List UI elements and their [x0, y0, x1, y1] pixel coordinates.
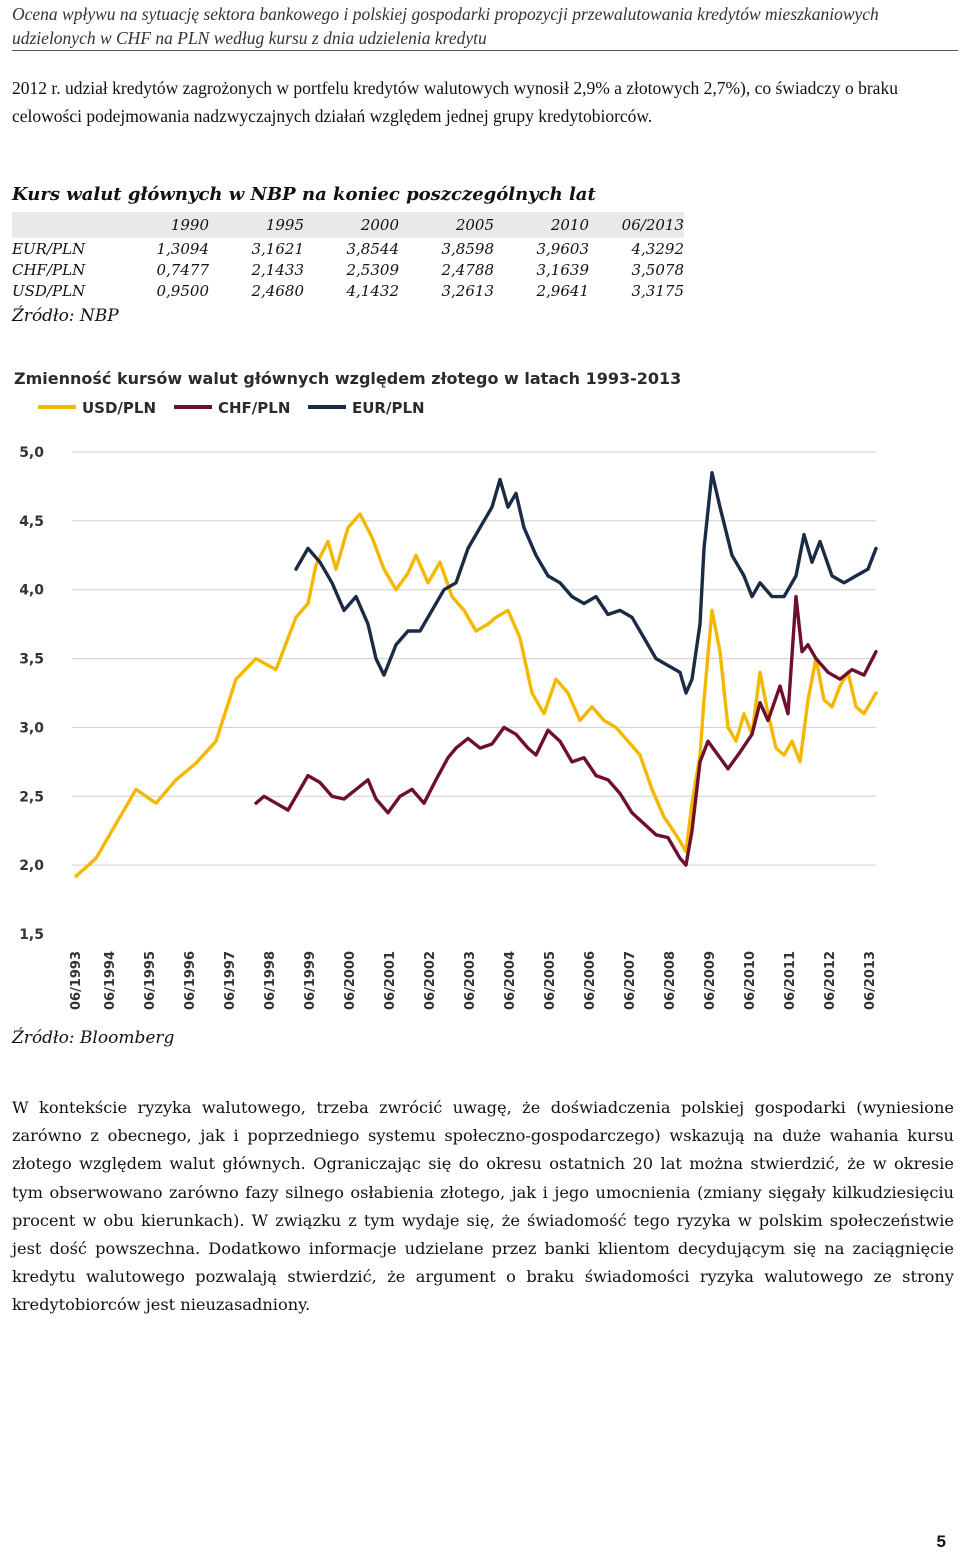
rates-cell: 3,8598	[441, 239, 495, 258]
table-row: CHF/PLN 0,7477 2,1433 2,5309 2,4788 3,16…	[12, 259, 684, 280]
rates-col-header: 1995	[209, 212, 304, 238]
rates-cell: 2,9641	[536, 281, 590, 300]
rates-cell: 2,1433	[251, 260, 305, 279]
x-tick-label: 06/2013	[863, 951, 878, 1010]
rates-col-header: 2005	[399, 212, 494, 238]
rates-table: 1990 1995 2000 2005 2010 06/2013 EUR/PLN…	[12, 212, 684, 301]
x-tick-label: 06/2008	[663, 951, 678, 1010]
x-tick-label: 06/2009	[703, 951, 718, 1010]
series-line-chf-pln	[254, 594, 878, 867]
rates-cell: 3,1621	[251, 239, 305, 258]
x-tick-label: 06/1994	[103, 951, 118, 1010]
x-tick-label: 06/2000	[343, 951, 358, 1010]
rates-cell: 4,1432	[346, 281, 400, 300]
y-tick-label: 5,0	[19, 445, 44, 461]
rates-cell: 2,4788	[441, 260, 495, 279]
y-tick-label: 1,5	[19, 927, 44, 943]
rates-cell: 1,3094	[156, 239, 210, 258]
x-tick-label: 06/2004	[503, 951, 518, 1010]
rates-cell: 3,9603	[536, 239, 590, 258]
body-paragraph: W kontekście ryzyka walutowego, trzeba z…	[12, 1098, 954, 1315]
rates-cell: 3,5078	[631, 260, 685, 279]
x-tick-label: 06/2005	[543, 951, 558, 1010]
rates-row-label: CHF/PLN	[12, 260, 86, 279]
table-row: EUR/PLN 1,3094 3,1621 3,8544 3,8598 3,96…	[12, 238, 684, 259]
rates-cell: 2,5309	[346, 260, 400, 279]
chart-title: Zmienność kursów walut głównych względem…	[14, 369, 681, 388]
running-header: Ocena wpływu na sytuację sektora bankowe…	[12, 4, 879, 48]
fx-chart-svg: Zmienność kursów walut głównych względem…	[14, 369, 878, 1010]
y-tick-label: 2,5	[19, 789, 44, 805]
chart-source: Źródło: Bloomberg	[12, 1028, 175, 1048]
y-tick-label: 3,0	[19, 720, 44, 736]
x-tick-label: 06/2003	[463, 951, 478, 1010]
y-tick-label: 4,0	[19, 583, 44, 599]
x-tick-label: 06/2010	[743, 951, 758, 1010]
x-tick-label: 06/1996	[183, 951, 198, 1010]
x-tick-label: 06/2001	[383, 951, 398, 1010]
fx-chart: Zmienność kursów walut głównych względem…	[10, 362, 890, 1017]
intro-paragraph: 2012 r. udział kredytów zagrożonych w po…	[12, 78, 898, 126]
series-line-usd-pln	[74, 512, 878, 878]
legend-label: USD/PLN	[82, 399, 156, 417]
rates-row-label: EUR/PLN	[12, 239, 86, 258]
x-tick-label: 06/2012	[823, 951, 838, 1010]
y-tick-label: 4,5	[19, 514, 44, 530]
rates-col-header: 2000	[304, 212, 399, 238]
rates-cell: 3,1639	[536, 260, 590, 279]
x-tick-label: 06/1998	[263, 951, 278, 1010]
y-tick-label: 2,0	[19, 858, 44, 874]
x-tick-label: 06/1995	[143, 951, 158, 1010]
rates-cell: 0,9500	[156, 281, 210, 300]
legend-label: EUR/PLN	[352, 399, 425, 417]
x-tick-label: 06/1999	[303, 951, 318, 1010]
rates-table-header-row: 1990 1995 2000 2005 2010 06/2013	[12, 212, 684, 238]
x-tick-label: 06/2002	[423, 951, 438, 1010]
header-divider	[12, 50, 958, 51]
rates-col-header: 06/2013	[589, 212, 684, 238]
page-number: 5	[936, 1532, 946, 1551]
x-tick-label: 06/1993	[69, 951, 84, 1010]
rates-cell: 3,2613	[441, 281, 495, 300]
table-source: Źródło: NBP	[12, 306, 119, 326]
rates-col-header: 1990	[114, 212, 209, 238]
rates-cell: 0,7477	[156, 260, 210, 279]
x-tick-label: 06/1997	[223, 951, 238, 1010]
rates-table-title: Kurs walut głównych w NBP na koniec posz…	[12, 184, 596, 205]
series-line-eur-pln	[294, 471, 878, 695]
rates-cell: 3,8544	[346, 239, 400, 258]
rates-cell: 2,4680	[251, 281, 305, 300]
y-tick-label: 3,5	[19, 652, 44, 668]
legend-label: CHF/PLN	[218, 399, 290, 417]
x-tick-label: 06/2011	[783, 951, 798, 1010]
rates-row-label: USD/PLN	[12, 281, 86, 300]
rates-table-corner	[12, 212, 114, 238]
rates-cell: 3,3175	[631, 281, 685, 300]
x-tick-label: 06/2006	[583, 951, 598, 1010]
x-tick-label: 06/2007	[623, 951, 638, 1010]
rates-col-header: 2010	[494, 212, 589, 238]
table-row: USD/PLN 0,9500 2,4680 4,1432 3,2613 2,96…	[12, 280, 684, 301]
rates-cell: 4,3292	[631, 239, 685, 258]
